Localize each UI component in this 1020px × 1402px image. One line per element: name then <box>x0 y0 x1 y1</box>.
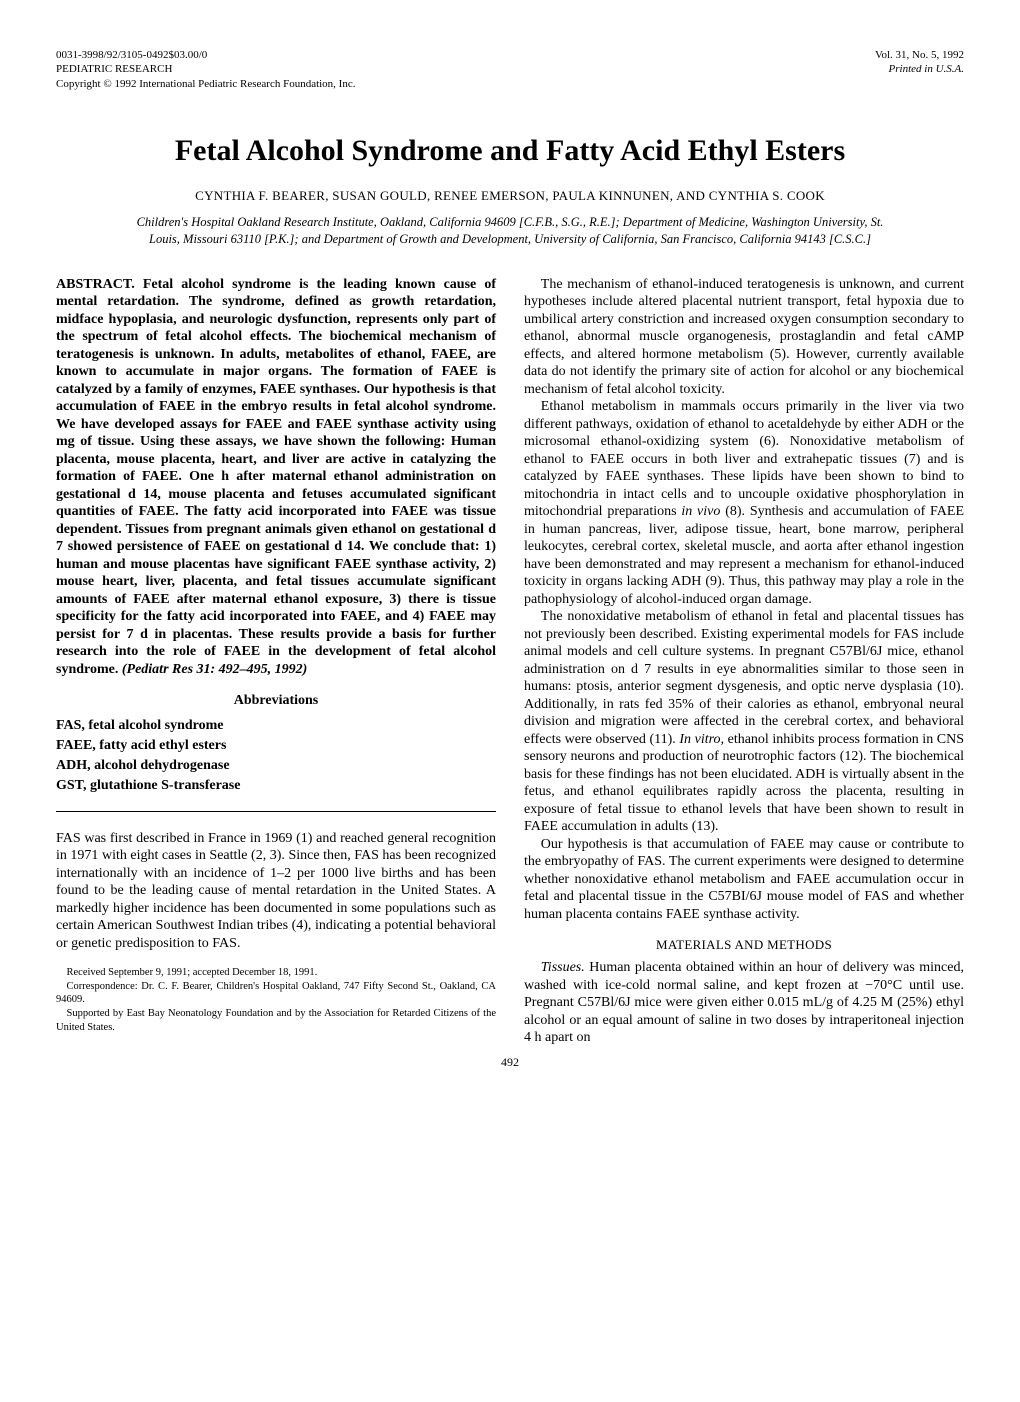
body-text: (8). Synthesis and accumulation of FAEE … <box>524 504 964 607</box>
abbrev-item: FAS, fetal alcohol syndrome <box>56 716 496 736</box>
abbrev-item: ADH, alcohol dehydrogenase <box>56 756 496 776</box>
abbrev-item: GST, glutathione S-transferase <box>56 776 496 796</box>
methods-run-in-label: Tissues. <box>541 960 585 975</box>
methods-heading: MATERIALS AND METHODS <box>524 937 964 953</box>
issue-info: Vol. 31, No. 5, 1992 <box>875 48 964 62</box>
section-divider <box>56 811 496 812</box>
body-paragraph: The nonoxidative metabolism of ethanol i… <box>524 608 964 836</box>
header-right: Vol. 31, No. 5, 1992 Printed in U.S.A. <box>875 48 964 77</box>
abbreviations-list: FAS, fetal alcohol syndrome FAEE, fatty … <box>56 716 496 797</box>
abstract-citation: (Pediatr Res 31: 492–495, 1992) <box>122 662 307 677</box>
abbrev-item: FAEE, fatty acid ethyl esters <box>56 736 496 756</box>
body-paragraph: Our hypothesis is that accumulation of F… <box>524 836 964 924</box>
abstract: ABSTRACT. Fetal alcohol syndrome is the … <box>56 276 496 679</box>
body-text: Ethanol metabolism in mammals occurs pri… <box>524 399 964 519</box>
article-title: Fetal Alcohol Syndrome and Fatty Acid Et… <box>56 132 964 170</box>
running-header: 0031-3998/92/3105-0492$03.00/0 PEDIATRIC… <box>56 48 964 104</box>
footnote-correspondence: Correspondence: Dr. C. F. Bearer, Childr… <box>56 980 496 1007</box>
header-doi: 0031-3998/92/3105-0492$03.00/0 <box>56 48 355 62</box>
footnote-support: Supported by East Bay Neonatology Founda… <box>56 1007 496 1034</box>
intro-paragraph: FAS was first described in France in 196… <box>56 830 496 953</box>
body-paragraph: The mechanism of ethanol-induced teratog… <box>524 276 964 399</box>
body-text: The nonoxidative metabolism of ethanol i… <box>524 609 964 747</box>
footnotes: Received September 9, 1991; accepted Dec… <box>56 966 496 1034</box>
abbreviations-heading: Abbreviations <box>56 692 496 710</box>
latin-phrase: In vitro, <box>679 732 724 747</box>
copyright-line: Copyright © 1992 International Pediatric… <box>56 77 355 91</box>
left-column: ABSTRACT. Fetal alcohol syndrome is the … <box>56 276 496 1047</box>
abstract-label: ABSTRACT. <box>56 277 135 292</box>
author-line: CYNTHIA F. BEARER, SUSAN GOULD, RENEE EM… <box>56 188 964 204</box>
two-column-body: ABSTRACT. Fetal alcohol syndrome is the … <box>56 276 964 1047</box>
body-paragraph: Ethanol metabolism in mammals occurs pri… <box>524 398 964 608</box>
header-left: 0031-3998/92/3105-0492$03.00/0 PEDIATRIC… <box>56 48 355 91</box>
printed-in: Printed in U.S.A. <box>875 62 964 76</box>
right-column: The mechanism of ethanol-induced teratog… <box>524 276 964 1047</box>
abstract-text: Fetal alcohol syndrome is the leading kn… <box>56 277 496 677</box>
journal-name: PEDIATRIC RESEARCH <box>56 62 355 76</box>
latin-phrase: in vivo <box>681 504 720 519</box>
methods-paragraph: Tissues. Human placenta obtained within … <box>524 959 964 1047</box>
methods-text: Human placenta obtained within an hour o… <box>524 960 964 1045</box>
affiliation-line: Children's Hospital Oakland Research Ins… <box>130 214 890 248</box>
page-number: 492 <box>56 1055 964 1070</box>
footnote-received: Received September 9, 1991; accepted Dec… <box>56 966 496 980</box>
